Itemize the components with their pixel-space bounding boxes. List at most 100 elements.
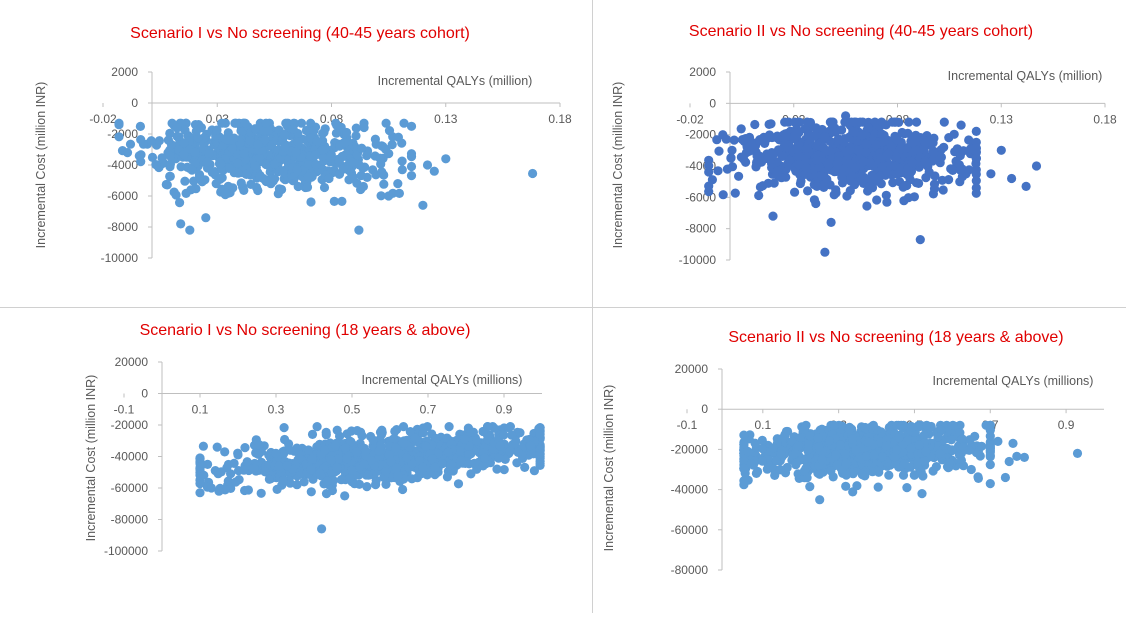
data-point <box>799 466 810 476</box>
data-point <box>815 495 825 505</box>
data-point <box>337 151 347 161</box>
data-point <box>985 460 995 470</box>
data-point <box>340 443 350 453</box>
data-point <box>279 130 289 140</box>
data-point <box>971 176 981 186</box>
data-point <box>376 441 386 451</box>
chart-panel-bottom-right: Scenario II vs No screening (18 years & … <box>593 308 1126 613</box>
data-point <box>398 484 408 495</box>
data-point <box>852 481 862 491</box>
data-point <box>903 193 913 203</box>
data-point <box>441 154 451 164</box>
data-point <box>763 178 773 188</box>
data-point <box>311 159 321 170</box>
vertical-divider <box>592 0 593 613</box>
data-point <box>814 442 824 452</box>
data-point <box>739 456 749 466</box>
data-point <box>293 137 303 147</box>
data-point <box>443 447 453 457</box>
y-tick-label: -100000 <box>104 544 148 558</box>
data-point <box>877 129 887 139</box>
data-point <box>826 466 836 476</box>
data-point <box>206 483 216 493</box>
data-point <box>241 169 251 179</box>
data-point <box>795 433 805 443</box>
data-point <box>240 485 250 496</box>
data-point <box>746 458 756 469</box>
x-tick-label: 0.7 <box>420 403 437 417</box>
x-tick-label: 0.13 <box>990 112 1014 126</box>
data-point <box>965 435 975 445</box>
data-point <box>504 423 514 433</box>
data-point <box>863 123 873 133</box>
data-point <box>342 429 352 439</box>
y-tick-label: 0 <box>131 96 138 110</box>
data-point <box>908 138 918 148</box>
data-point <box>199 470 209 480</box>
data-point <box>309 126 319 136</box>
y-tick-label: -10000 <box>101 251 139 265</box>
scatter-points <box>114 118 538 235</box>
data-point <box>229 133 239 143</box>
data-point <box>227 144 237 154</box>
data-point <box>944 175 954 185</box>
data-point <box>966 464 976 475</box>
data-point <box>303 445 314 455</box>
data-point <box>805 482 815 492</box>
data-point <box>303 160 313 170</box>
data-point <box>985 479 995 489</box>
data-point <box>381 479 391 489</box>
data-point <box>384 191 394 201</box>
data-point <box>832 159 842 169</box>
data-point <box>877 162 887 172</box>
data-point <box>971 126 981 136</box>
data-point <box>817 454 827 465</box>
x-tick-label: -0.02 <box>89 112 117 126</box>
data-point <box>1072 448 1083 458</box>
data-point <box>220 447 230 457</box>
data-point <box>146 136 156 146</box>
data-point <box>841 459 851 469</box>
data-point <box>402 453 412 463</box>
data-point <box>406 171 417 181</box>
data-point <box>749 143 759 153</box>
data-point <box>928 466 938 476</box>
data-point <box>391 443 401 453</box>
chart-panel-top-right: Scenario II vs No screening (40-45 years… <box>593 0 1126 307</box>
data-point <box>896 420 906 430</box>
data-point <box>492 464 502 474</box>
data-point <box>347 465 357 475</box>
data-point <box>269 174 279 184</box>
data-point <box>211 179 221 189</box>
data-point <box>860 422 870 433</box>
data-point <box>871 140 882 150</box>
data-point <box>812 181 822 191</box>
data-point <box>176 162 186 172</box>
data-point <box>312 136 322 146</box>
data-point <box>820 247 830 257</box>
data-point <box>528 168 538 179</box>
data-point <box>321 430 331 440</box>
data-point <box>187 165 197 175</box>
data-point <box>802 144 812 154</box>
x-axis-label: Incremental QALYs (millions) <box>933 374 1094 388</box>
data-point <box>996 145 1006 155</box>
data-point <box>329 196 339 206</box>
data-point <box>823 159 833 169</box>
data-point <box>917 489 927 499</box>
data-point <box>948 165 958 175</box>
data-point <box>857 175 867 185</box>
data-point <box>263 125 273 135</box>
x-tick-label: -0.1 <box>114 403 135 417</box>
y-tick-label: -4000 <box>107 158 138 172</box>
data-point <box>754 190 764 201</box>
data-point <box>881 190 891 200</box>
data-point <box>882 197 892 207</box>
data-point <box>466 469 476 479</box>
data-point <box>794 152 804 162</box>
data-point <box>764 119 774 129</box>
x-axis-label: Incremental QALYs (million) <box>378 74 533 88</box>
data-point <box>718 190 728 200</box>
data-point <box>902 483 912 493</box>
data-point <box>326 153 336 163</box>
